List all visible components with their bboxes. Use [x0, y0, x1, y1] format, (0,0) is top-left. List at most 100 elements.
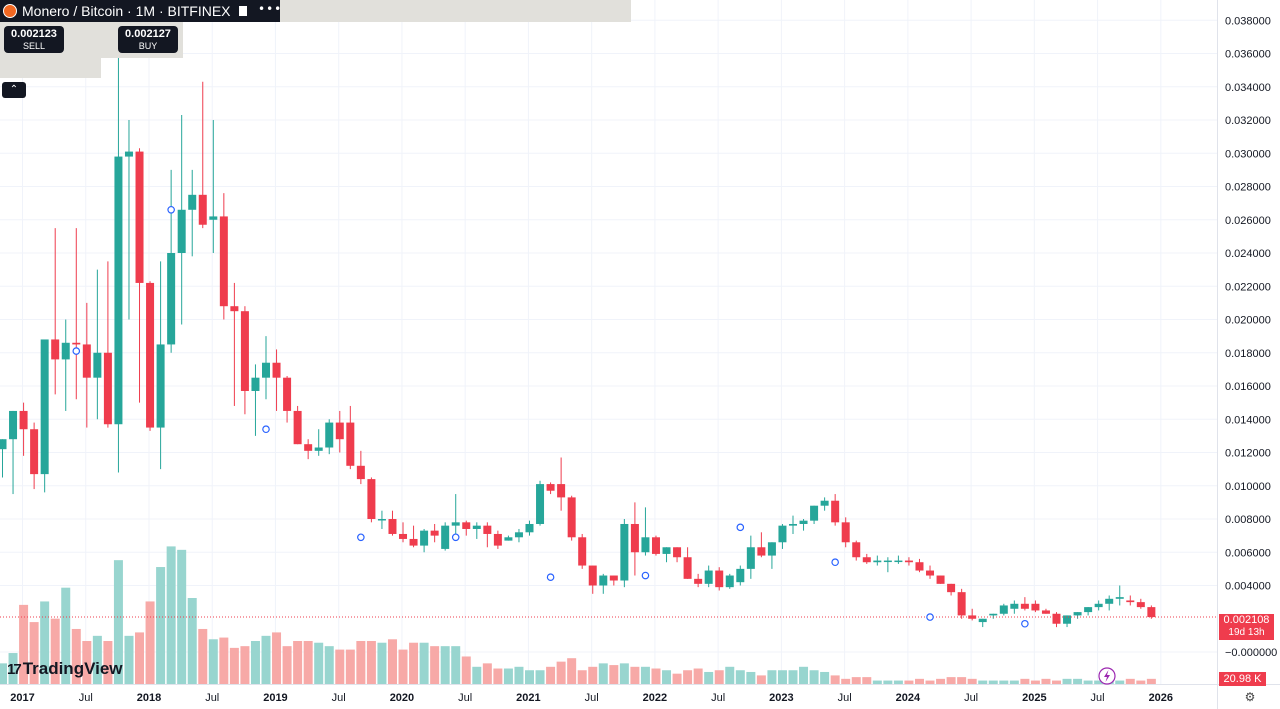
candle-body[interactable] [156, 344, 165, 428]
candle-body[interactable] [51, 339, 60, 360]
event-marker-icon[interactable] [926, 613, 934, 621]
event-marker-icon[interactable] [1021, 619, 1029, 628]
candle-body[interactable] [262, 362, 270, 378]
candle-body[interactable] [715, 570, 724, 588]
more-icon[interactable]: ••• [258, 2, 283, 16]
candle-body[interactable] [894, 560, 903, 563]
candle-body[interactable] [388, 519, 397, 534]
candle-body[interactable] [778, 525, 787, 543]
candle-body[interactable] [420, 530, 429, 546]
candle-body[interactable] [1094, 603, 1103, 608]
candle-body[interactable] [1031, 603, 1040, 611]
candle-body[interactable] [219, 216, 228, 307]
candle-body[interactable] [1105, 598, 1114, 604]
candle-body[interactable] [103, 352, 112, 425]
candle-body[interactable] [72, 342, 81, 345]
candle-body[interactable] [620, 523, 629, 581]
candle-body[interactable] [926, 570, 935, 576]
candle-body[interactable] [557, 484, 566, 498]
candle-body[interactable] [399, 533, 408, 539]
candle-body[interactable] [978, 618, 987, 623]
candle-body[interactable] [1084, 607, 1093, 613]
candle-body[interactable] [146, 282, 155, 428]
candle-body[interactable] [662, 547, 671, 554]
candle-body[interactable] [1115, 597, 1124, 599]
candle-body[interactable] [1010, 603, 1019, 609]
candle-body[interactable] [831, 500, 840, 523]
candle-body[interactable] [673, 547, 682, 558]
candle-body[interactable] [947, 583, 956, 593]
candle-body[interactable] [694, 578, 703, 584]
candle-body[interactable] [630, 523, 639, 553]
candle-body[interactable] [114, 156, 123, 425]
candle-body[interactable] [1126, 600, 1135, 603]
candle-body[interactable] [167, 253, 176, 345]
candle-body[interactable] [651, 537, 660, 554]
candle-body[interactable] [251, 377, 260, 391]
collapse-chevron-up-icon[interactable]: ⌃ [2, 82, 26, 98]
candle-body[interactable] [704, 570, 713, 584]
candle-body[interactable] [272, 362, 281, 378]
candle-body[interactable] [9, 410, 18, 440]
candle-body[interactable] [93, 352, 102, 378]
candle-body[interactable] [409, 538, 418, 546]
candle-body[interactable] [683, 557, 692, 579]
candle-body[interactable] [852, 542, 861, 558]
candle-body[interactable] [441, 525, 450, 549]
candle-body[interactable] [1020, 603, 1029, 609]
candle-body[interactable] [546, 484, 555, 491]
event-marker-icon[interactable] [546, 573, 555, 581]
candle-body[interactable] [493, 533, 502, 546]
candle-body[interactable] [525, 523, 534, 533]
candle-body[interactable] [1147, 607, 1156, 618]
candle-body[interactable] [314, 447, 323, 451]
flag-icon[interactable] [239, 6, 247, 16]
candle-body[interactable] [1136, 602, 1145, 608]
candle-body[interactable] [124, 151, 133, 157]
candle-body[interactable] [746, 547, 755, 569]
candle-body[interactable] [61, 342, 70, 360]
candle-body[interactable] [873, 560, 882, 563]
candle-body[interactable] [335, 422, 344, 440]
candle-body[interactable] [514, 532, 523, 538]
candle-body[interactable] [841, 522, 850, 543]
candle-body[interactable] [19, 410, 28, 430]
candle-body[interactable] [915, 562, 924, 571]
candle-body[interactable] [462, 522, 471, 529]
candle-body[interactable] [135, 151, 144, 283]
candle-body[interactable] [767, 542, 776, 556]
candle-body[interactable] [325, 422, 334, 448]
candle-body[interactable] [1041, 610, 1050, 614]
candle-body[interactable] [609, 575, 618, 581]
candle-body[interactable] [599, 575, 608, 586]
candle-body[interactable] [177, 209, 186, 253]
symbol-title[interactable]: Monero / Bitcoin · 1M · BITFINEX [22, 3, 231, 19]
candle-body[interactable] [483, 525, 492, 534]
candle-body[interactable] [30, 429, 39, 475]
sell-button[interactable]: 0.002123 SELL [4, 26, 64, 53]
candle-body[interactable] [40, 339, 49, 475]
candle-body[interactable] [810, 505, 819, 521]
candle-body[interactable] [346, 422, 355, 466]
candle-body[interactable] [283, 377, 292, 411]
event-marker-icon[interactable] [72, 347, 81, 355]
symbol-strip[interactable]: Monero / Bitcoin · 1M · BITFINEX ••• [0, 0, 283, 22]
event-marker-icon[interactable] [736, 523, 745, 532]
event-marker-icon[interactable] [357, 533, 365, 542]
candle-body[interactable] [757, 547, 766, 556]
candle-body[interactable] [504, 537, 513, 541]
candle-body[interactable] [725, 575, 734, 588]
candle-body[interactable] [0, 439, 7, 450]
candle-body[interactable] [451, 522, 460, 526]
candle-body[interactable] [230, 306, 239, 312]
candle-body[interactable] [999, 605, 1008, 614]
candle-body[interactable] [904, 560, 913, 563]
candle-body[interactable] [789, 523, 797, 526]
event-marker-icon[interactable] [451, 533, 460, 542]
event-marker-icon[interactable] [831, 558, 839, 567]
candle-body[interactable] [356, 465, 365, 480]
candle-body[interactable] [209, 216, 218, 220]
candle-body[interactable] [240, 311, 249, 391]
candle-body[interactable] [641, 537, 650, 553]
